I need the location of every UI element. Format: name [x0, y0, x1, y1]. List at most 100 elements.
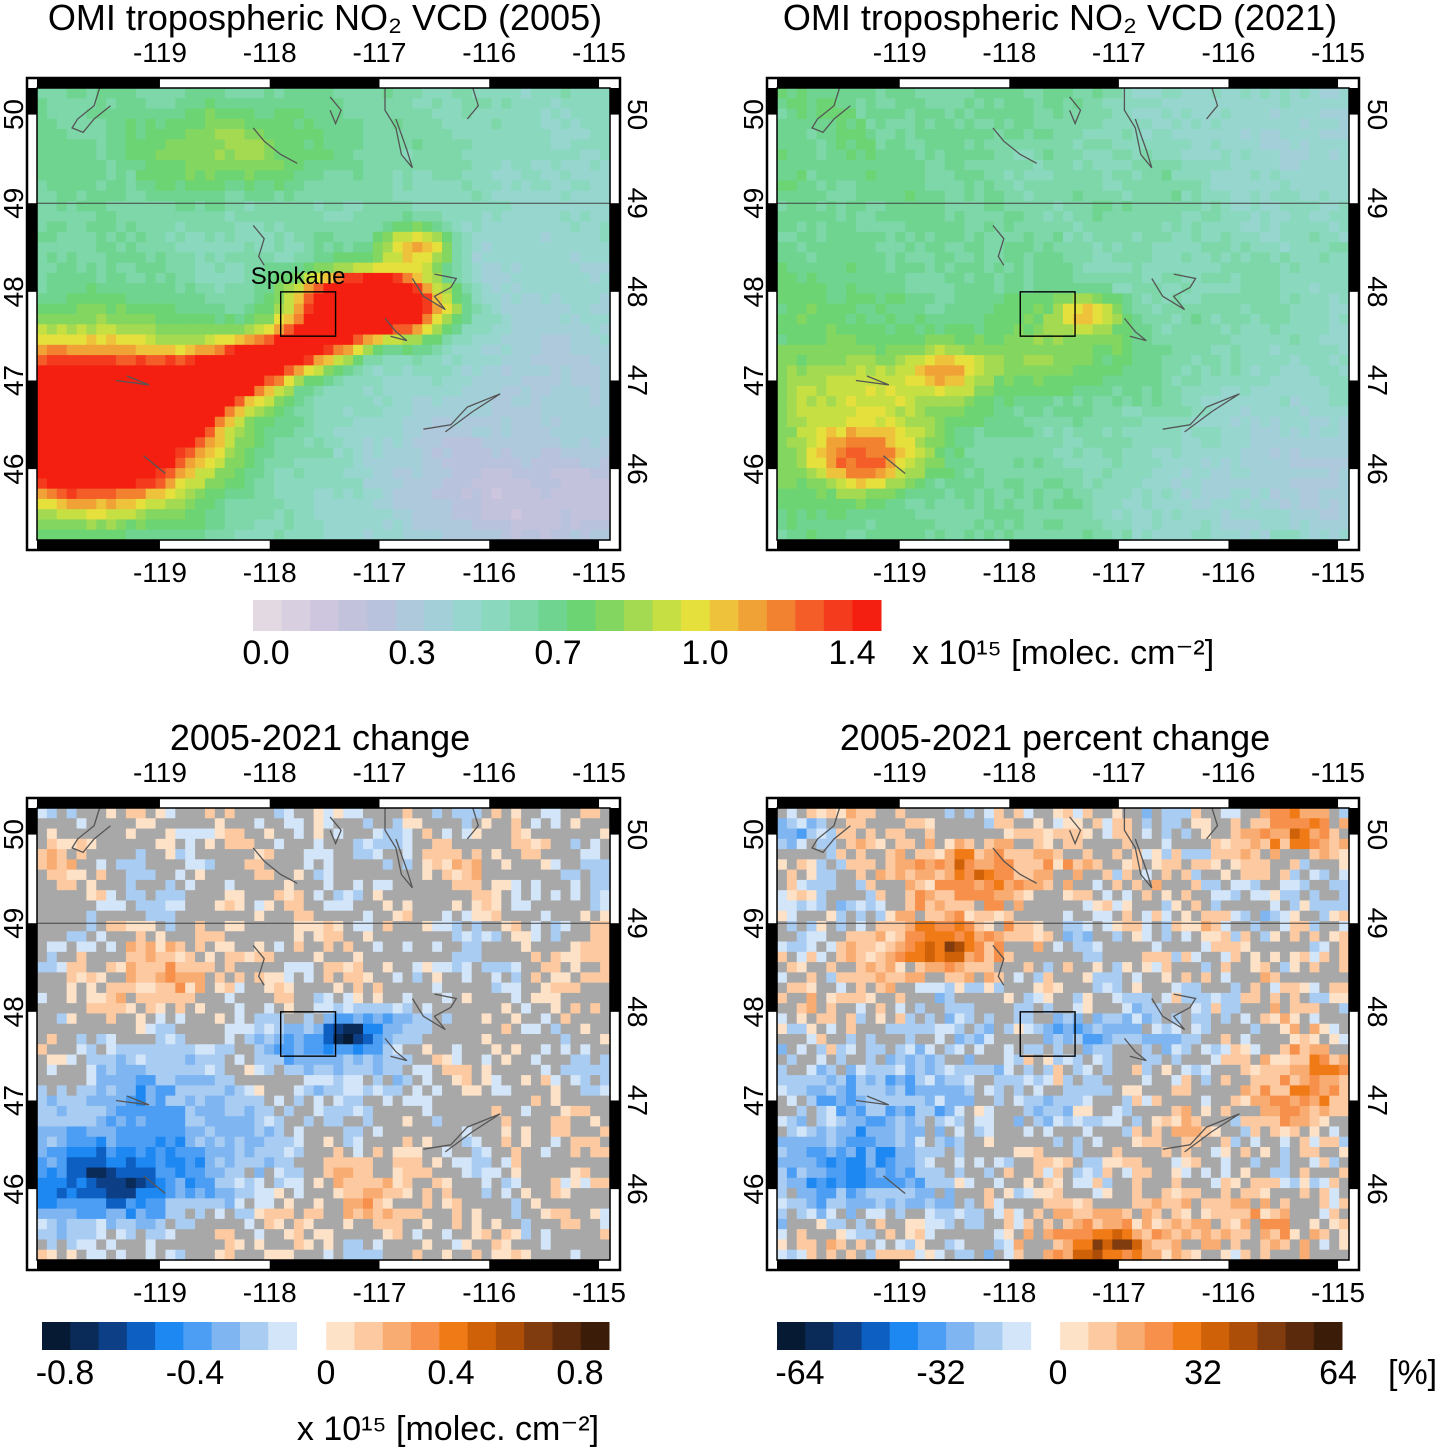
heatmap-cell	[865, 365, 877, 377]
heatmap-cell	[214, 519, 226, 531]
heatmap-cell	[244, 221, 255, 233]
heatmap-cell	[1132, 170, 1143, 182]
heatmap-cell	[37, 139, 48, 151]
heatmap-cell	[1161, 190, 1173, 202]
heatmap-cell	[451, 180, 463, 192]
heatmap-cell	[76, 344, 87, 356]
heatmap-cell	[1013, 170, 1025, 182]
heatmap-cell	[244, 262, 255, 274]
heatmap-cell	[570, 509, 581, 521]
heatmap-cell	[1043, 334, 1054, 346]
heatmap-cell	[836, 509, 847, 521]
heatmap-cell	[56, 159, 68, 171]
heatmap-cell	[125, 262, 137, 274]
heatmap-cell	[382, 190, 394, 202]
heatmap-cell	[66, 488, 78, 500]
heatmap-cell	[1141, 262, 1153, 274]
heatmap-cell	[471, 190, 483, 202]
heatmap-cell	[1220, 221, 1232, 233]
heatmap-cell	[195, 385, 206, 397]
heatmap-cell	[1112, 334, 1123, 346]
heatmap-cell	[451, 98, 463, 110]
heatmap-cell	[422, 365, 433, 377]
heatmap-cell	[964, 314, 975, 325]
heatmap-cell	[1309, 149, 1321, 161]
heatmap-cell	[116, 303, 127, 315]
heatmap-cell	[993, 293, 1005, 305]
heatmap-cell	[786, 108, 798, 120]
heatmap-cell	[1132, 324, 1143, 336]
heatmap-cell	[570, 262, 581, 274]
heatmap-cell	[944, 427, 956, 438]
heatmap-cell	[865, 272, 877, 284]
heatmap-cell	[1033, 457, 1044, 469]
heatmap-cell	[885, 190, 896, 202]
heatmap-cell	[76, 457, 87, 469]
heatmap-cell	[244, 231, 255, 243]
heatmap-cell	[530, 262, 542, 274]
heatmap-cell	[106, 529, 117, 541]
heatmap-cell	[1339, 344, 1350, 356]
heatmap-cell	[1329, 314, 1340, 325]
heatmap-cell	[1043, 416, 1054, 428]
heatmap-cell	[777, 478, 788, 490]
heatmap-cell	[954, 252, 965, 264]
heatmap-cell	[1171, 375, 1182, 387]
y-tick-label-left: 47	[0, 365, 29, 396]
heatmap-cell	[274, 242, 285, 253]
heatmap-cell	[1003, 129, 1015, 140]
heatmap-cell	[1112, 139, 1123, 151]
heatmap-cell	[46, 170, 58, 182]
heatmap-cell	[185, 416, 196, 428]
heatmap-cell	[333, 396, 344, 408]
heatmap-cell	[777, 170, 788, 182]
heatmap-cell	[1339, 98, 1350, 110]
heatmap-cell	[402, 406, 414, 418]
heatmap-cell	[1299, 242, 1311, 253]
heatmap-cell	[1270, 385, 1281, 397]
heatmap-cell	[1319, 201, 1330, 212]
heatmap-cell	[106, 129, 117, 140]
heatmap-cell	[1132, 303, 1143, 315]
heatmap-cell	[432, 221, 443, 233]
heatmap-cell	[934, 201, 946, 212]
heatmap-cell	[234, 324, 246, 336]
heatmap-cell	[1201, 283, 1212, 295]
heatmap-cell	[471, 252, 483, 264]
heatmap-cell	[846, 283, 857, 295]
heatmap-cell	[165, 293, 176, 305]
heatmap-cell	[1220, 488, 1232, 500]
heatmap-cell	[195, 231, 206, 243]
heatmap-cell	[530, 385, 542, 397]
heatmap-cell	[195, 118, 206, 130]
heatmap-cell	[590, 108, 601, 120]
heatmap-cell	[333, 334, 344, 346]
heatmap-cell	[974, 149, 985, 161]
heatmap-cell	[1023, 468, 1035, 479]
heatmap-cell	[214, 427, 226, 438]
heatmap-cell	[1112, 468, 1123, 479]
heatmap-cell	[885, 159, 896, 171]
heatmap-cell	[1082, 88, 1094, 99]
heatmap-cell	[580, 324, 591, 336]
heatmap-cell	[885, 129, 896, 140]
heatmap-cell	[195, 406, 206, 418]
heatmap-cell	[214, 118, 226, 130]
heatmap-cell	[1053, 488, 1064, 500]
heatmap-cell	[224, 375, 236, 387]
heatmap-cell	[481, 159, 493, 171]
heatmap-cell	[66, 396, 78, 408]
heatmap-cell	[600, 498, 611, 510]
heatmap-cell	[224, 509, 236, 521]
heatmap-cell	[934, 283, 946, 295]
heatmap-cell	[1161, 252, 1173, 264]
heatmap-cell	[303, 190, 315, 202]
heatmap-cell	[46, 437, 58, 449]
heatmap-cell	[1161, 98, 1173, 110]
heatmap-cell	[875, 129, 887, 140]
heatmap-cell	[1210, 324, 1222, 336]
heatmap-cell	[895, 272, 906, 284]
heatmap-cell	[600, 385, 611, 397]
heatmap-grid	[37, 88, 611, 541]
heatmap-cell	[1230, 385, 1242, 397]
